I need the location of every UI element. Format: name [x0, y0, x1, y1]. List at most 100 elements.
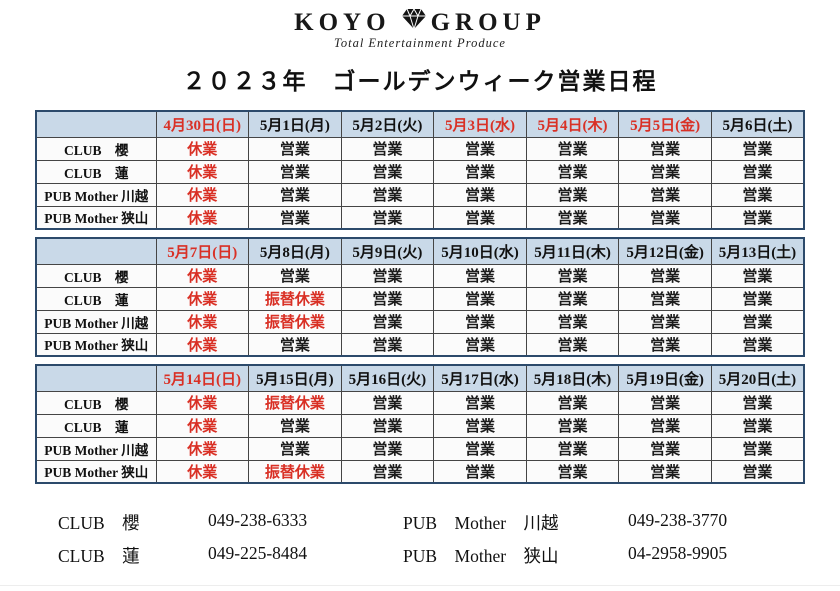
- status-cell: 営業: [340, 136, 435, 161]
- status-cell: 営業: [710, 390, 805, 415]
- status-cell: 営業: [433, 309, 527, 334]
- status-cell: 営業: [340, 459, 435, 484]
- status-cell: 営業: [525, 263, 620, 288]
- page-edge-line: [0, 585, 840, 586]
- contact-section: CLUB 櫻 049-238-6333 CLUB 蓮 049-225-8484 …: [58, 510, 798, 568]
- logo-tagline: Total Entertainment Produce: [334, 36, 506, 50]
- corner-cell: [35, 110, 157, 138]
- date-header-cell: 5月16日(火): [340, 364, 435, 392]
- status-cell: 休業: [155, 286, 250, 311]
- status-cell: 営業: [710, 413, 805, 438]
- status-cell: 営業: [340, 205, 435, 230]
- status-cell: 休業: [155, 332, 250, 357]
- date-header-cell: 5月7日(日): [155, 237, 250, 265]
- status-cell: 営業: [618, 286, 712, 311]
- status-cell: 営業: [618, 390, 712, 415]
- date-header-cell: 5月5日(金): [618, 110, 712, 138]
- page-title: ２０２３年 ゴールデンウィーク営業日程: [182, 69, 658, 94]
- venue-name-cell: CLUB 蓮: [35, 413, 157, 438]
- venue-row: PUB Mother 川越 休業 営業 営業 営業 営業 営業 営業: [35, 182, 805, 207]
- date-header-cell: 4月30日(日): [155, 110, 250, 138]
- date-header-cell: 5月19日(金): [618, 364, 712, 392]
- status-cell: 営業: [525, 136, 620, 161]
- status-cell: 営業: [618, 436, 712, 461]
- status-cell: 営業: [525, 159, 620, 184]
- status-cell: 営業: [618, 413, 712, 438]
- status-cell: 営業: [340, 436, 435, 461]
- venue-row: PUB Mother 狭山 休業 振替休業 営業 営業 営業 営業 営業: [35, 459, 805, 484]
- status-cell: 休業: [155, 436, 250, 461]
- status-cell: 営業: [433, 413, 527, 438]
- status-cell: 休業: [155, 263, 250, 288]
- status-cell: 営業: [710, 182, 805, 207]
- status-cell: 営業: [433, 205, 527, 230]
- status-cell: 営業: [710, 286, 805, 311]
- date-header-cell: 5月12日(金): [618, 237, 712, 265]
- contact-phone: 049-238-3770: [628, 510, 728, 530]
- date-header-cell: 5月18日(木): [525, 364, 620, 392]
- logo-text-right: GROUP: [430, 8, 546, 36]
- status-cell: 営業: [433, 459, 527, 484]
- status-cell: 営業: [433, 263, 527, 288]
- status-cell: 営業: [248, 205, 342, 230]
- status-cell: 営業: [618, 159, 712, 184]
- status-cell: 営業: [525, 436, 620, 461]
- status-cell: 営業: [248, 182, 342, 207]
- venue-row: CLUB 櫻休業 営業 営業 営業 営業 営業 営業: [35, 263, 805, 288]
- schedule-table-week2: 5月7日(日) 5月8日(月) 5月9日(火) 5月10日(水) 5月11日(木) 5月1…: [35, 237, 805, 357]
- status-cell: 営業: [340, 309, 435, 334]
- diamond-icon: [401, 7, 427, 37]
- venue-name-cell: PUB Mother 川越: [35, 436, 157, 461]
- venue-row: PUB Mother 川越 休業 営業 営業 営業 営業 営業 営業: [35, 436, 805, 461]
- status-cell: 営業: [710, 332, 805, 357]
- status-cell: 営業: [248, 413, 342, 438]
- status-cell: 営業: [710, 136, 805, 161]
- contact-phone: 04-2958-9905: [628, 543, 728, 563]
- venue-name-cell: CLUB 蓮: [35, 159, 157, 184]
- status-cell: 営業: [710, 205, 805, 230]
- status-cell: 営業: [340, 263, 435, 288]
- contact-name: PUB Mother 川越: [403, 513, 559, 533]
- status-cell: 営業: [340, 286, 435, 311]
- status-cell: 休業: [155, 459, 250, 484]
- date-header-row: 4月30日(日) 5月1日(月) 5月2日(火) 5月3日(水) 5月4日(木) 5月5日…: [35, 110, 805, 138]
- status-cell: 休業: [155, 390, 250, 415]
- schedule-table-week3: 5月14日(日) 5月15日(月) 5月16日(火) 5月17日(水) 5月18日(木)…: [35, 364, 805, 484]
- status-cell: 営業: [433, 436, 527, 461]
- status-cell: 営業: [525, 332, 620, 357]
- date-header-cell: 5月8日(月): [248, 237, 342, 265]
- status-cell: 営業: [340, 159, 435, 184]
- status-cell: 営業: [525, 182, 620, 207]
- venue-row: CLUB 蓮休業 営業 営業 営業 営業 営業 営業: [35, 159, 805, 184]
- status-cell: 営業: [618, 182, 712, 207]
- date-header-cell: 5月14日(日): [155, 364, 250, 392]
- status-cell: 営業: [340, 182, 435, 207]
- status-cell: 営業: [340, 332, 435, 357]
- date-header-cell: 5月6日(土): [710, 110, 805, 138]
- status-cell: 営業: [433, 286, 527, 311]
- contact-phone: 049-238-6333: [208, 510, 308, 530]
- schedule-table-week1: 4月30日(日) 5月1日(月) 5月2日(火) 5月3日(水) 5月4日(木) 5月5日…: [35, 110, 805, 230]
- status-cell: 営業: [710, 159, 805, 184]
- venue-row: CLUB 櫻休業 振替休業 営業 営業 営業 営業 営業: [35, 390, 805, 415]
- venue-row: CLUB 蓮休業 営業 営業 営業 営業 営業 営業: [35, 413, 805, 438]
- venue-name-cell: PUB Mother 狭山: [35, 332, 157, 357]
- corner-cell: [35, 237, 157, 265]
- date-header-cell: 5月13日(土): [710, 237, 805, 265]
- venue-name-cell: PUB Mother 川越: [35, 309, 157, 334]
- status-cell: 営業: [710, 309, 805, 334]
- status-cell: 営業: [525, 413, 620, 438]
- status-cell: 休業: [155, 413, 250, 438]
- corner-cell: [35, 364, 157, 392]
- status-cell: 営業: [525, 309, 620, 334]
- status-cell: 営業: [618, 332, 712, 357]
- status-cell: 営業: [340, 413, 435, 438]
- schedule-tables: 4月30日(日) 5月1日(月) 5月2日(火) 5月3日(水) 5月4日(木) 5月5日…: [35, 110, 805, 484]
- status-cell: 営業: [618, 205, 712, 230]
- status-cell: 振替休業: [248, 286, 342, 311]
- status-cell: 振替休業: [248, 309, 342, 334]
- status-cell: 営業: [248, 436, 342, 461]
- venue-name-cell: CLUB 櫻: [35, 136, 157, 161]
- venue-name-cell: CLUB 櫻: [35, 390, 157, 415]
- contact-name: PUB Mother 狭山: [403, 546, 559, 566]
